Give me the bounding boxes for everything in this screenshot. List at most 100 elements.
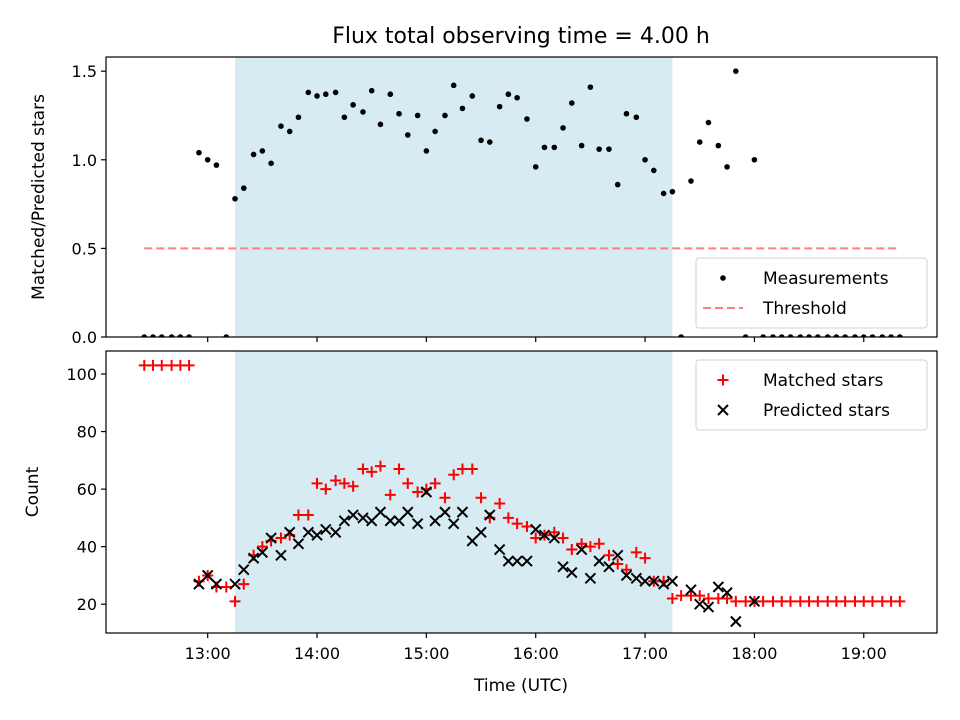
- measurement-point: [688, 178, 694, 184]
- y-tick-label: 1.5: [72, 62, 97, 81]
- measurement-point: [614, 181, 621, 188]
- measurement-point: [633, 114, 640, 121]
- measurement-point: [733, 68, 739, 74]
- measurement-point: [587, 84, 594, 90]
- predicted-star-point: [730, 615, 742, 628]
- predicted-star-point: [439, 506, 451, 518]
- measurement-point: [751, 156, 758, 163]
- measurement-point: [232, 195, 238, 202]
- measurement-point: [760, 334, 766, 337]
- measurement-point: [724, 164, 730, 170]
- measurement-point: [268, 160, 274, 167]
- plot-area: [141, 68, 903, 337]
- predicted-star-point: [201, 569, 214, 582]
- measurement-point: [350, 102, 356, 108]
- measurement-point: [551, 144, 558, 151]
- matched-star-point: [183, 359, 195, 371]
- x-tick-label: 17:00: [622, 644, 668, 663]
- matched-star-point: [630, 546, 642, 558]
- measurement-point: [742, 334, 749, 337]
- predicted-star-point: [302, 526, 314, 538]
- matched-star-point: [238, 578, 250, 590]
- measurement-point: [541, 144, 548, 151]
- matched-star-point: [256, 541, 268, 553]
- measurement-point: [678, 334, 684, 337]
- measurement-point: [596, 146, 602, 152]
- measurement-point: [815, 334, 821, 337]
- matched-star-point: [620, 564, 632, 576]
- measurement-point: [797, 334, 804, 337]
- predicted-star-point: [593, 555, 605, 567]
- predicted-star-point: [365, 515, 378, 527]
- measurement-point: [787, 334, 794, 337]
- y-tick-label: 0.5: [72, 239, 97, 258]
- predicted-star-point: [411, 517, 424, 530]
- predicted-star-point: [502, 555, 515, 567]
- matched-star-point: [894, 595, 906, 607]
- matched-star-point: [566, 544, 578, 556]
- axes-frame: [105, 350, 938, 634]
- predicted-star-point: [566, 566, 578, 579]
- measurement-point: [177, 334, 184, 337]
- matched-star-point: [612, 558, 624, 570]
- measurement-point: [486, 139, 493, 145]
- predicted-star-point: [521, 555, 533, 567]
- legend-label: Matched stars: [763, 371, 883, 391]
- predicted-star-point: [484, 509, 496, 521]
- measurement-point: [223, 334, 230, 337]
- predicted-star-point: [374, 506, 387, 518]
- legend-box: [695, 257, 928, 329]
- measurement-point: [196, 149, 202, 156]
- matched-star-point: [702, 592, 714, 604]
- matched-star-point: [393, 463, 405, 475]
- measurement-point: [514, 94, 520, 101]
- legend-box: [695, 359, 928, 431]
- measurement-point: [778, 334, 785, 337]
- matched-star-point: [494, 498, 506, 510]
- predicted-star-point: [657, 578, 670, 590]
- legend: Measurements Threshold: [695, 257, 928, 329]
- matched-star-point: [456, 463, 468, 475]
- measurement-point: [414, 112, 421, 119]
- matched-star-point: [384, 489, 396, 501]
- matched-star-point: [466, 463, 478, 475]
- matched-star-point: [603, 549, 615, 561]
- matched-star-point: [347, 480, 359, 492]
- measurement-point: [240, 185, 247, 191]
- predicted-star-point: [393, 515, 405, 527]
- predicted-star-point: [493, 543, 506, 556]
- matched-star-point: [584, 541, 596, 553]
- predicted-star-point: [265, 532, 277, 544]
- matched-star-point: [593, 538, 605, 550]
- measurement-point: [469, 93, 476, 99]
- matched-star-point: [812, 595, 824, 607]
- measurement-point: [715, 142, 722, 149]
- measurement-point: [888, 334, 894, 337]
- measurement-point: [524, 116, 530, 122]
- matched-star-point: [156, 359, 168, 371]
- matched-star-point: [475, 492, 487, 504]
- legend-label: Predicted stars: [763, 401, 890, 421]
- matched-star-point: [402, 477, 414, 489]
- predicted-star-point: [448, 517, 460, 530]
- measurement-point: [478, 137, 484, 144]
- measurement-point: [278, 123, 284, 129]
- measurement-point: [158, 334, 165, 337]
- measurement-point: [305, 89, 312, 96]
- measurement-point: [360, 109, 366, 115]
- measurement-point: [705, 119, 712, 126]
- matched-star-point: [511, 518, 523, 530]
- legend-marker-predicted: [717, 404, 729, 416]
- measurement-point: [651, 167, 657, 174]
- predicted-star-point: [338, 515, 351, 527]
- matched-star-point: [320, 483, 332, 495]
- predicted-star-point: [475, 526, 487, 538]
- predicted-star-point: [702, 601, 715, 613]
- x-tick-label: 14:00: [294, 644, 340, 663]
- predicted-star-point: [229, 578, 241, 590]
- measurement-point: [141, 334, 148, 337]
- matched-star-point: [721, 592, 733, 604]
- measurement-point: [332, 89, 339, 96]
- predicted-star-point: [283, 526, 296, 538]
- matched-star-point: [439, 492, 451, 504]
